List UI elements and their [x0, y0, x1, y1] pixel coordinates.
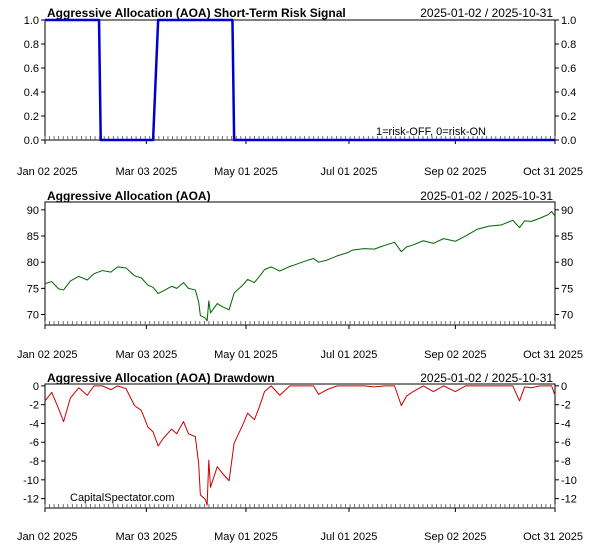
y-tick-label-left: 85 — [27, 231, 39, 243]
y-tick-label-right: 90 — [561, 205, 573, 217]
plot-frame — [44, 383, 556, 509]
x-minor-ticks — [44, 321, 556, 325]
y-tick-label-left: -2 — [29, 400, 39, 412]
risk-signal-panel: Aggressive Allocation (AOA) Short-Term R… — [17, 6, 583, 178]
y-tick-label-right: -10 — [561, 475, 577, 487]
x-minor-ticks — [44, 504, 556, 508]
y-tick-label-left: 0.6 — [24, 63, 39, 75]
y-tick-label-left: -10 — [23, 475, 39, 487]
series-line — [45, 18, 555, 142]
y-tick-label-left: 0.8 — [24, 39, 39, 51]
y-tick-label-right: -12 — [561, 494, 577, 506]
y-tick-label-right: 0.6 — [561, 63, 576, 75]
y-tick-label-right: 0.8 — [561, 39, 576, 51]
x-tick-label: Mar 03 2025 — [115, 531, 177, 543]
drawdown-panel: Aggressive Allocation (AOA) Drawdown 202… — [17, 371, 583, 543]
signal-legend-annotation: 1=risk-OFF, 0=risk-ON — [376, 126, 486, 138]
x-tick-label: Oct 31 2025 — [523, 531, 583, 543]
x-tick-label: Sep 02 2025 — [424, 531, 486, 543]
panel-title: Aggressive Allocation (AOA) Short-Term R… — [47, 6, 346, 20]
x-tick-label: Sep 02 2025 — [424, 166, 486, 178]
plot-frame — [44, 19, 556, 141]
y-tick-label-left: -12 — [23, 494, 39, 506]
y-tick-label-right: 70 — [561, 310, 573, 322]
x-tick-label: Jan 02 2025 — [17, 166, 78, 178]
x-tick-label: Jul 01 2025 — [321, 531, 378, 543]
x-tick-label: Oct 31 2025 — [523, 349, 583, 361]
x-tick-label: Sep 02 2025 — [424, 349, 486, 361]
x-tick-label: Jan 02 2025 — [17, 349, 78, 361]
y-tick-label-left: 0.2 — [24, 111, 39, 123]
x-tick-label: May 01 2025 — [214, 349, 278, 361]
y-tick-label-left: 0.0 — [24, 135, 39, 147]
x-tick-label: Oct 31 2025 — [523, 166, 583, 178]
y-tick-label-left: 1.0 — [24, 15, 39, 27]
panel-date-range: 2025-01-02 / 2025-10-31 — [420, 189, 553, 203]
y-tick-label-right: -4 — [561, 418, 571, 430]
y-tick-label-right: 80 — [561, 257, 573, 269]
y-tick-label-right: -6 — [561, 437, 571, 449]
y-tick-label-left: 90 — [27, 205, 39, 217]
y-tick-label-left: 70 — [27, 310, 39, 322]
x-tick-label: Jan 02 2025 — [17, 531, 78, 543]
x-tick-label: Mar 03 2025 — [115, 349, 177, 361]
panel-date-range: 2025-01-02 / 2025-10-31 — [420, 6, 553, 20]
y-tick-label-right: 0.4 — [561, 87, 576, 99]
x-tick-label: Jul 01 2025 — [321, 349, 378, 361]
y-tick-label-left: 80 — [27, 257, 39, 269]
price-panel: Aggressive Allocation (AOA) 2025-01-02 /… — [17, 189, 583, 361]
panel-title: Aggressive Allocation (AOA) — [47, 189, 211, 203]
x-tick-label: Jul 01 2025 — [321, 166, 378, 178]
y-tick-label-right: 0.0 — [561, 135, 576, 147]
y-tick-label-right: 85 — [561, 231, 573, 243]
series-line — [44, 210, 556, 322]
y-tick-label-left: -6 — [29, 437, 39, 449]
y-tick-label-right: 0.2 — [561, 111, 576, 123]
y-tick-label-right: -2 — [561, 400, 571, 412]
y-tick-label-left: -4 — [29, 418, 39, 430]
watermark: CapitalSpectator.com — [70, 492, 175, 504]
x-tick-label: Mar 03 2025 — [115, 166, 177, 178]
y-tick-label-left: 0.4 — [24, 87, 39, 99]
x-tick-label: May 01 2025 — [214, 531, 278, 543]
y-tick-label-right: 75 — [561, 283, 573, 295]
x-tick-label: May 01 2025 — [214, 166, 278, 178]
plot-frame — [44, 201, 556, 326]
y-tick-label-right: -8 — [561, 456, 571, 468]
y-tick-label-left: 75 — [27, 283, 39, 295]
y-tick-label-right: 0 — [561, 381, 567, 393]
series-line — [44, 385, 556, 506]
panel-title: Aggressive Allocation (AOA) Drawdown — [47, 371, 275, 385]
y-tick-label-right: 1.0 — [561, 15, 576, 27]
y-tick-label-left: -8 — [29, 456, 39, 468]
y-tick-label-left: 0 — [33, 381, 39, 393]
panel-date-range: 2025-01-02 / 2025-10-31 — [420, 371, 553, 385]
